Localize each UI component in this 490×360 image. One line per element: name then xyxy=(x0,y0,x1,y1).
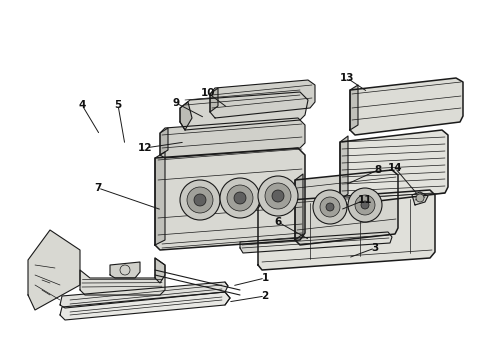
Circle shape xyxy=(234,192,246,204)
Text: 10: 10 xyxy=(201,88,215,98)
Polygon shape xyxy=(60,292,230,320)
Polygon shape xyxy=(155,148,305,250)
Circle shape xyxy=(220,178,260,218)
Text: 5: 5 xyxy=(114,100,122,110)
Polygon shape xyxy=(340,136,348,200)
Polygon shape xyxy=(180,102,192,130)
Text: 6: 6 xyxy=(274,217,282,227)
Text: 11: 11 xyxy=(358,195,372,205)
Circle shape xyxy=(187,187,213,213)
Text: 3: 3 xyxy=(371,243,379,253)
Polygon shape xyxy=(155,152,165,245)
Circle shape xyxy=(180,180,220,220)
Text: 8: 8 xyxy=(374,165,382,175)
Polygon shape xyxy=(80,258,165,295)
Polygon shape xyxy=(180,92,308,130)
Polygon shape xyxy=(28,230,80,310)
Polygon shape xyxy=(350,78,463,135)
Polygon shape xyxy=(295,170,398,245)
Polygon shape xyxy=(350,85,358,130)
Polygon shape xyxy=(412,192,428,205)
Polygon shape xyxy=(160,128,168,155)
Circle shape xyxy=(313,190,347,224)
Circle shape xyxy=(258,176,298,216)
Circle shape xyxy=(416,194,424,202)
Circle shape xyxy=(326,203,334,211)
Polygon shape xyxy=(155,258,165,283)
Circle shape xyxy=(355,195,375,215)
Text: 4: 4 xyxy=(78,100,86,110)
Polygon shape xyxy=(160,118,305,158)
Text: 9: 9 xyxy=(172,98,179,108)
Circle shape xyxy=(320,197,340,217)
Circle shape xyxy=(348,188,382,222)
Text: 1: 1 xyxy=(261,273,269,283)
Text: 13: 13 xyxy=(340,73,354,83)
Text: 7: 7 xyxy=(94,183,102,193)
Circle shape xyxy=(227,185,253,211)
Circle shape xyxy=(272,190,284,202)
Polygon shape xyxy=(60,282,228,308)
Polygon shape xyxy=(210,80,315,118)
Text: 2: 2 xyxy=(261,291,269,301)
Polygon shape xyxy=(258,190,435,270)
Polygon shape xyxy=(340,130,448,205)
Circle shape xyxy=(265,183,291,209)
Text: 14: 14 xyxy=(388,163,402,173)
Polygon shape xyxy=(110,262,140,278)
Text: 12: 12 xyxy=(138,143,152,153)
Polygon shape xyxy=(240,232,392,253)
Polygon shape xyxy=(295,174,303,240)
Circle shape xyxy=(194,194,206,206)
Polygon shape xyxy=(210,88,218,112)
Circle shape xyxy=(361,201,369,209)
